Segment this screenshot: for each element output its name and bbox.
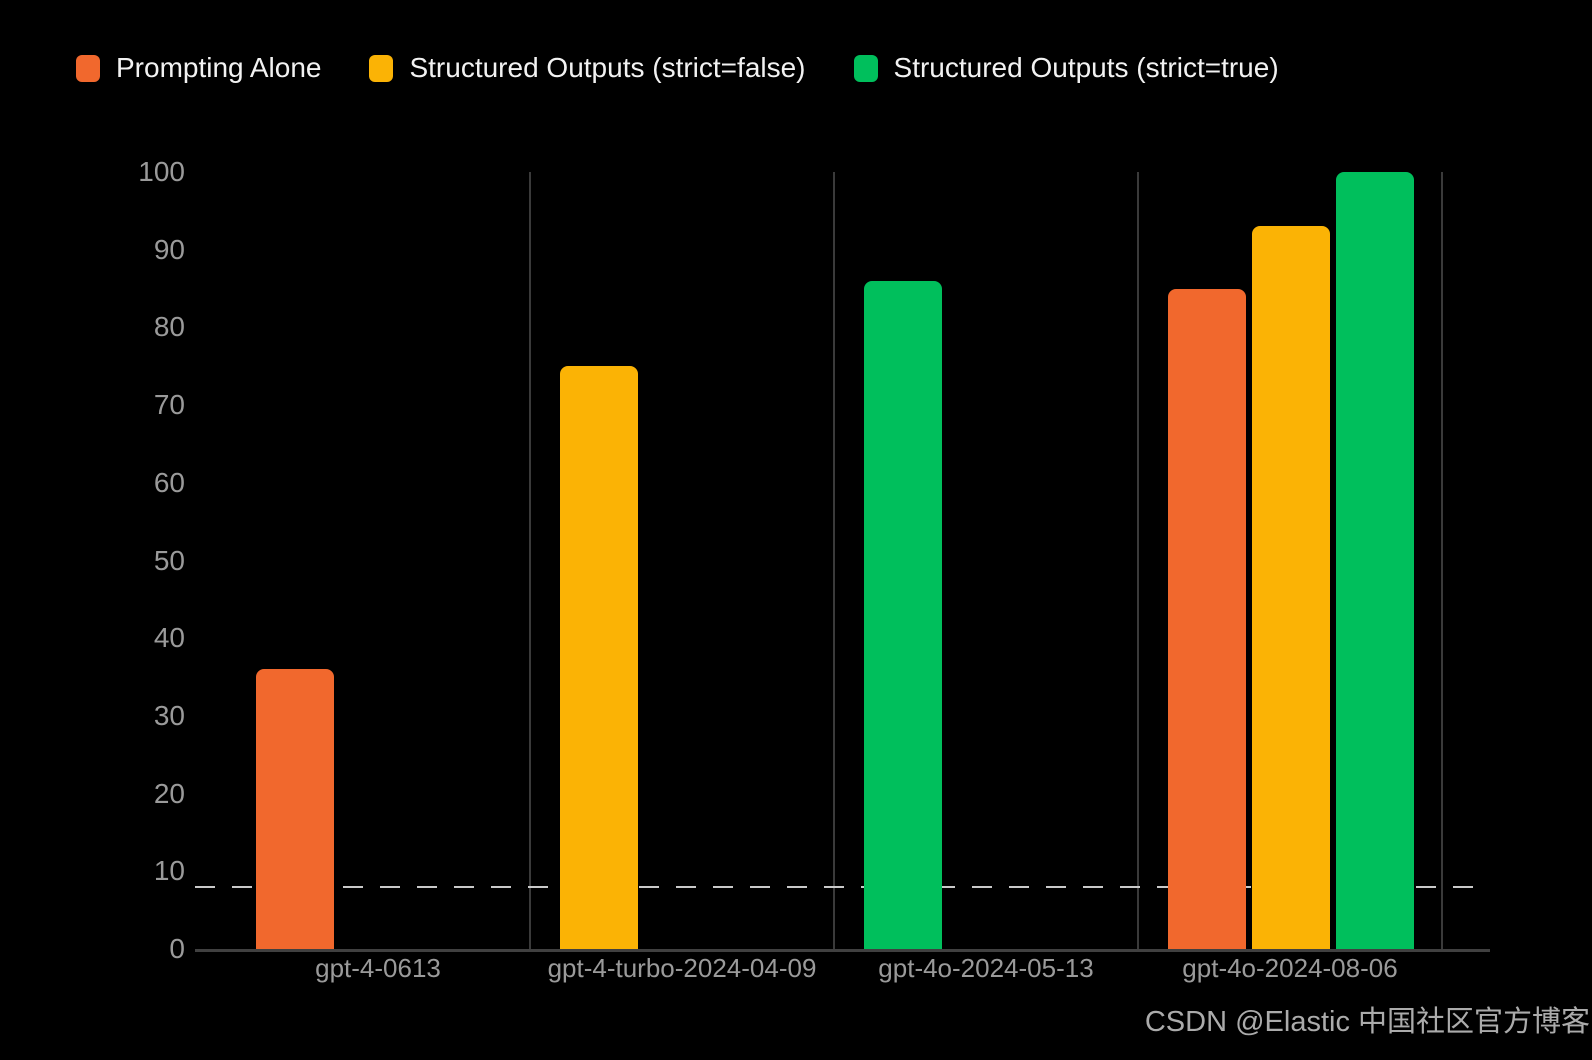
watermark: CSDN @Elastic 中国社区官方博客 [1144, 1006, 1590, 1038]
legend-item-label: Prompting Alone [116, 52, 322, 83]
y-axis-tick-label: 90 [153, 234, 185, 265]
bar [1168, 289, 1246, 949]
y-axis-tick-label: 20 [153, 778, 185, 809]
bar [560, 366, 638, 949]
category-separator-line [1441, 172, 1443, 949]
y-axis-tick-label: 70 [153, 389, 185, 420]
reference-dashed-line [195, 886, 1487, 888]
category-separator-line [1137, 172, 1139, 949]
y-axis-tick-label: 0 [169, 933, 185, 964]
y-axis-tick-label: 80 [153, 311, 185, 342]
legend-item-label: Structured Outputs (strict=true) [893, 52, 1279, 83]
legend-item-structured-strict-true: Structured Outputs (strict=true) [853, 52, 1279, 84]
legend-item-structured-strict-false: Structured Outputs (strict=false) [369, 52, 806, 84]
legend-item-prompting-alone: Prompting Alone [76, 52, 321, 84]
bar [256, 669, 334, 949]
x-axis-label: gpt-4-turbo-2024-04-09 [547, 953, 817, 983]
y-axis-tick-label: 30 [153, 700, 185, 731]
y-axis-tick-label: 10 [153, 855, 185, 886]
x-axis-label: gpt-4-0613 [315, 953, 441, 983]
legend-swatch-green-icon [853, 54, 878, 82]
bar [1252, 226, 1330, 949]
legend-item-label: Structured Outputs (strict=false) [409, 52, 806, 83]
x-axis-label: gpt-4o-2024-08-06 [1182, 953, 1398, 983]
bar [1336, 172, 1414, 949]
category-separator-line [833, 172, 835, 949]
y-axis-tick-label: 40 [153, 622, 185, 653]
legend-swatch-orange-icon [76, 54, 100, 82]
legend-swatch-yellow-icon [369, 54, 394, 82]
y-axis-tick-label: 50 [153, 545, 185, 576]
category-separator-line [529, 172, 531, 949]
y-axis-tick-label: 60 [153, 467, 185, 498]
bar [864, 281, 942, 949]
legend: Prompting Alone Structured Outputs (stri… [76, 52, 1279, 84]
y-axis-tick-label: 100 [138, 156, 185, 187]
x-axis-baseline [195, 949, 1490, 952]
x-axis-label: gpt-4o-2024-05-13 [878, 953, 1094, 983]
